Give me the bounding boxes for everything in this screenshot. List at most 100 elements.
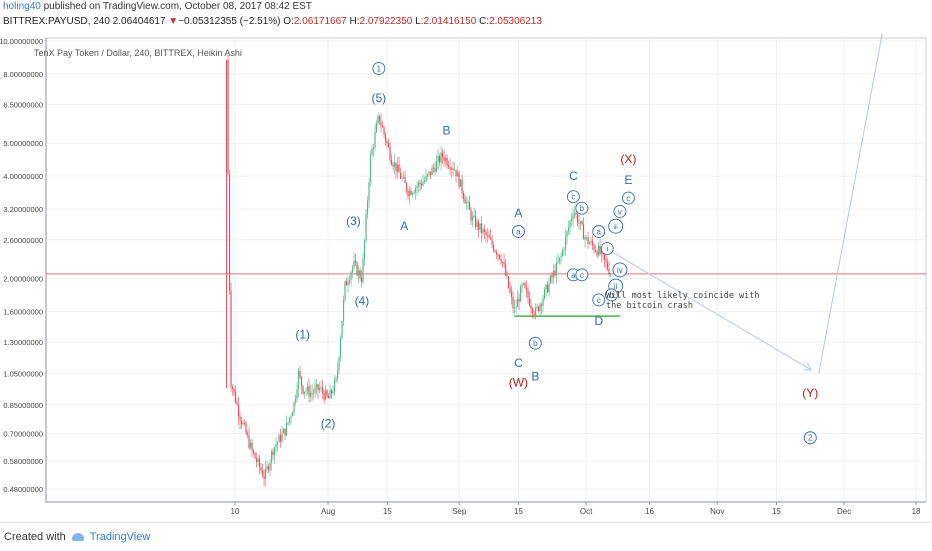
candle-body [569, 221, 571, 228]
candle-body [329, 389, 331, 399]
note-line-1: Will most likely coincide with [606, 291, 760, 301]
candle-body [270, 451, 273, 463]
price-chart[interactable]: 10.00000000 8.00000000 6.50000000 5.0000000… [0, 30, 932, 522]
wave-label: (2) [321, 416, 336, 430]
candle-body [332, 391, 334, 394]
candle-body [296, 389, 298, 399]
candle-body [392, 164, 394, 167]
candle-body [354, 260, 357, 263]
open-value: 2.06171667 [293, 16, 347, 27]
candle-body [480, 223, 483, 233]
wave-label: B [531, 369, 539, 383]
candle-body [323, 392, 325, 400]
y-tick-label: 2.60000000 [3, 236, 43, 245]
candle-body [572, 215, 574, 219]
candle-body [557, 261, 559, 263]
candle-body [368, 181, 370, 201]
candle-body [416, 186, 418, 188]
candle-body [344, 281, 346, 300]
candle-body [353, 260, 355, 267]
candle-body [240, 420, 243, 425]
candle-body [599, 245, 601, 255]
candle-body [255, 458, 258, 462]
candle-body [276, 442, 279, 445]
chart-legend: TenX Pay Token / Dollar, 240, BITTREX, H… [34, 48, 242, 58]
wave-label-circle [612, 262, 628, 278]
wave-label: b [580, 204, 585, 213]
candle-body [351, 266, 354, 273]
candle-body [477, 221, 480, 230]
candle-body [510, 292, 513, 297]
price-change: −0.05312355 (−2.51%) [178, 16, 281, 27]
candle-body [464, 198, 466, 204]
candle-body [512, 296, 514, 309]
wave-label: ii [614, 282, 618, 291]
candle-body [453, 169, 456, 171]
candle-body [293, 402, 295, 413]
candle-body [576, 214, 579, 223]
candle-body [312, 392, 315, 394]
tradingview-logo-icon [71, 533, 84, 542]
candle-body [231, 386, 234, 389]
candle-body [533, 313, 535, 316]
candle-body [519, 286, 522, 302]
candle-body [516, 298, 519, 308]
wave-label-circle [372, 61, 386, 75]
wave-label: b [533, 339, 538, 348]
candle-body [264, 468, 267, 479]
wave-label: c [626, 194, 630, 203]
candle-body [417, 182, 420, 187]
candle-body [585, 237, 588, 238]
y-tick-label: 1.05000000 [3, 370, 43, 379]
candle-body [462, 192, 465, 199]
candle-body [582, 224, 585, 240]
candle-body [548, 282, 550, 293]
candle-body [393, 162, 396, 167]
candle-body [359, 270, 361, 279]
candle-body [551, 275, 553, 278]
tradingview-link[interactable]: TradingView [89, 531, 151, 543]
wave-label-circle [608, 218, 624, 234]
candle-body [422, 181, 424, 186]
candle-body [468, 202, 471, 210]
candle-body [234, 391, 237, 403]
candle-body [491, 238, 493, 245]
candle-body [402, 176, 405, 178]
wave-label: (Y) [802, 386, 818, 400]
candle-body [326, 390, 328, 397]
wave-label: a [597, 227, 602, 236]
candle-body [371, 149, 373, 156]
candle-body [539, 304, 541, 311]
candle-body [350, 272, 352, 280]
candle-body [239, 416, 241, 421]
candle-body [581, 221, 583, 225]
wave-label-circle [575, 268, 589, 282]
candle-body [606, 262, 609, 269]
grid [45, 37, 927, 503]
candle-body [242, 423, 244, 425]
candle-body [269, 462, 271, 470]
candle-body [486, 235, 489, 237]
candle-body [579, 221, 582, 224]
wave-label-circle [605, 288, 618, 302]
candle-body [227, 59, 229, 174]
candle-body [515, 307, 517, 308]
candle-body [530, 305, 532, 309]
candle-body [345, 281, 348, 286]
candle-body [300, 376, 303, 387]
candle-body [267, 466, 270, 470]
candle-body [281, 433, 283, 442]
candle-body [540, 304, 543, 306]
y-tick-label: 0.85000000 [3, 401, 43, 410]
author-link[interactable]: holing40 [3, 1, 41, 12]
candle-body [374, 132, 376, 148]
candle-body [594, 250, 597, 252]
candle-body [501, 262, 504, 263]
projection-arrows[interactable] [611, 33, 883, 374]
candle-body [560, 255, 562, 258]
candle-body [261, 470, 264, 477]
candle-body [389, 146, 391, 160]
wave-label: D [594, 314, 603, 328]
candle-body [386, 141, 388, 144]
wave-label-circle [600, 242, 614, 255]
